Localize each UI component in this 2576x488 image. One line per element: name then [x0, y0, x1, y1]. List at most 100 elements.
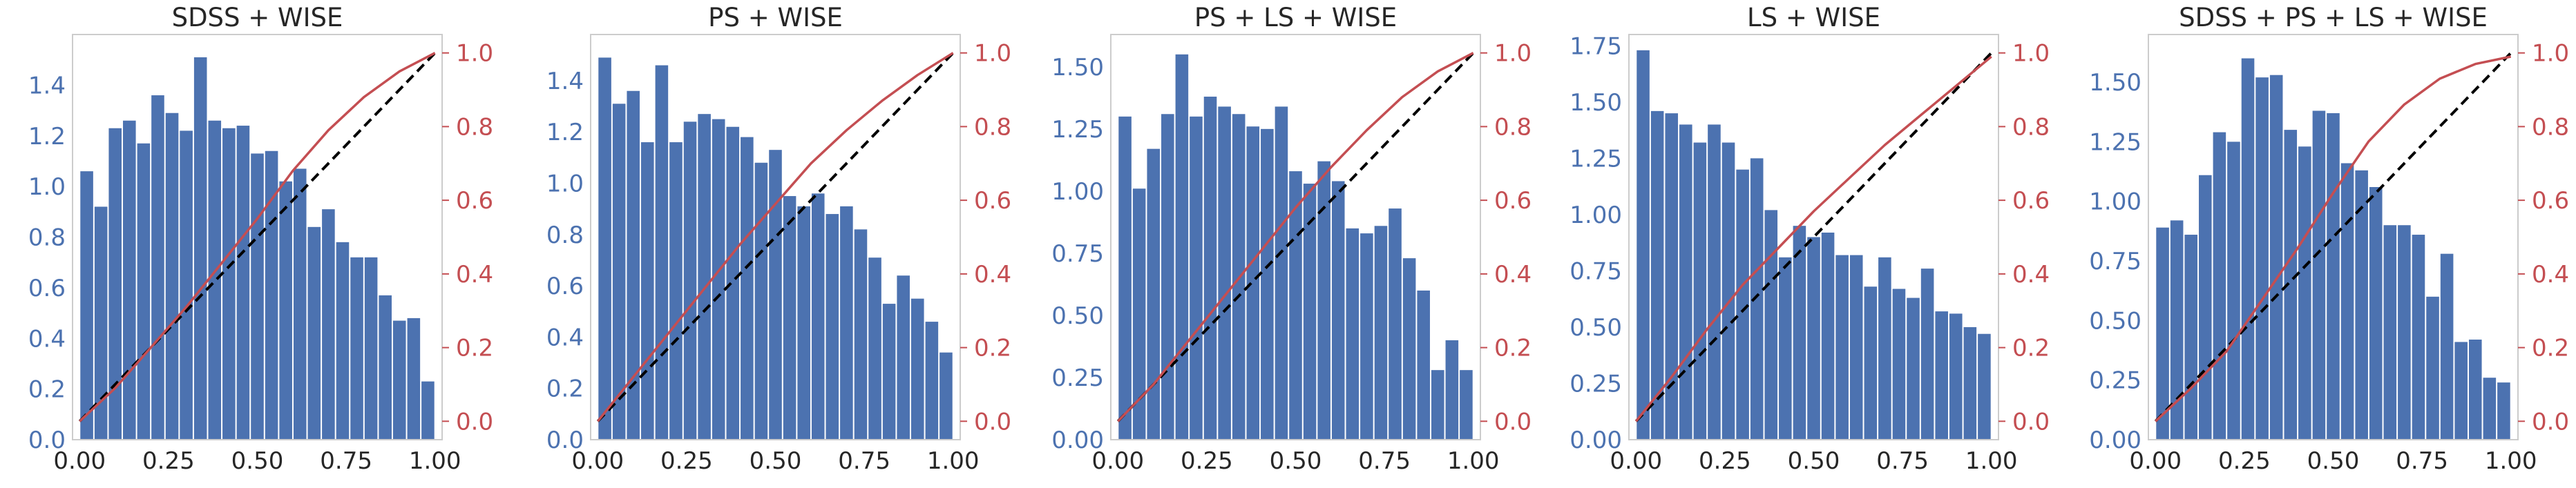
histogram-bar	[1175, 54, 1189, 440]
histogram-bar	[322, 209, 335, 440]
x-tick-label: 0.00	[53, 447, 106, 475]
y-tick-label: 0.4	[28, 325, 66, 353]
histogram-bar	[1132, 188, 1146, 440]
y-tick-label: 0.50	[2089, 307, 2141, 335]
histogram-bar	[2327, 113, 2340, 440]
x-tick-label: 0.25	[1181, 447, 1233, 475]
y2-tick-label: 0.2	[2532, 335, 2569, 362]
histogram-bar	[683, 121, 697, 440]
y-tick-label: 0.25	[1051, 364, 1104, 392]
y2-tick-label: 1.0	[2012, 40, 2050, 68]
x-tick-label: 1.00	[409, 447, 461, 475]
histogram-bar	[1261, 128, 1274, 440]
histogram-bar	[910, 298, 924, 440]
y-tick-label: 0.50	[1051, 302, 1104, 330]
histogram-bar	[1963, 326, 1977, 440]
y-tick-label: 1.25	[2089, 128, 2141, 156]
chart-panel-5: SDSS + PS + LS + WISE 0.00 0.25 0.50 0.75 1.0…	[2089, 3, 2569, 475]
histogram-bar	[2355, 170, 2368, 440]
histogram-bar	[1389, 208, 1402, 440]
histogram-bar	[2369, 186, 2383, 440]
y2-tick-label: 0.8	[2532, 113, 2569, 141]
y-tick-label: 0.0	[546, 427, 584, 454]
x-tick-label: 0.50	[1270, 447, 1322, 475]
histogram-bar	[598, 57, 611, 440]
histogram-bar	[1147, 148, 1161, 440]
y2-tick-label: 1.0	[974, 40, 1011, 68]
histogram-bar	[1203, 97, 1217, 440]
histogram-bar	[208, 120, 222, 440]
histogram-bar	[882, 304, 896, 440]
histogram-bar	[655, 65, 669, 440]
histogram-bar	[364, 257, 378, 440]
histogram-bar	[1679, 124, 1692, 440]
histogram-bar	[783, 196, 796, 440]
histogram-bar	[2340, 163, 2354, 440]
histogram-bar	[1218, 106, 1231, 440]
histogram-bar	[2269, 75, 2283, 440]
y2-tick-label: 0.2	[2012, 335, 2050, 362]
x-tick-label: 0.25	[142, 447, 195, 475]
y-tick-label: 1.50	[1051, 54, 1104, 81]
histogram-bar	[811, 193, 825, 440]
x-tick-label: 1.00	[927, 447, 980, 475]
y-tick-label: 1.00	[1051, 178, 1104, 206]
histogram-bar	[1289, 171, 1302, 440]
y2-tick-label: 0.0	[974, 408, 1011, 436]
y2-tick-label: 0.6	[2012, 187, 2050, 215]
axes-frame	[72, 34, 443, 440]
histogram-bar	[1637, 50, 1650, 440]
y-tick-label: 0.25	[2089, 367, 2141, 395]
histogram-bar	[108, 128, 122, 440]
x-tick-label: 0.50	[1788, 447, 1840, 475]
histogram-bar	[1650, 110, 1664, 440]
histogram-bar	[1431, 370, 1444, 440]
histogram-bar	[1878, 257, 1891, 440]
cumulative-curve	[79, 52, 436, 422]
y2-tick-label: 0.6	[2532, 187, 2569, 215]
histogram-bar	[726, 126, 740, 440]
histogram-bar	[840, 206, 853, 440]
histogram-bar	[1445, 340, 1459, 440]
y-tick-label: 1.75	[1570, 32, 1622, 60]
diagonal-reference-line	[596, 52, 955, 422]
histogram-bar	[350, 257, 363, 440]
histogram-bar	[137, 143, 151, 440]
histogram-bar	[2241, 58, 2255, 440]
histogram-bar	[2454, 342, 2468, 440]
y2-tick-label: 0.0	[456, 408, 493, 436]
y2-tick-label: 0.8	[974, 113, 1011, 141]
histogram-bar	[123, 120, 136, 440]
y-tick-label: 0.25	[1570, 370, 1622, 398]
y-tick-label: 1.0	[28, 173, 66, 201]
histogram-bar	[939, 352, 953, 440]
histogram-bar	[669, 142, 683, 440]
cumulative-curve	[1117, 52, 1474, 422]
histogram-bar	[2468, 339, 2482, 440]
histogram-bar	[1892, 289, 1906, 440]
chart-title: PS + WISE	[708, 3, 843, 32]
cumulative-curve	[1634, 55, 1992, 422]
histogram-bar	[2497, 382, 2510, 440]
histogram-bar	[712, 119, 725, 440]
histogram-bar	[251, 153, 264, 440]
histogram-bar	[1793, 226, 1806, 440]
y-tick-label: 0.00	[2089, 427, 2141, 454]
y2-tick-label: 0.2	[974, 335, 1011, 362]
chart-panel-2: PS + WISE 0.00 0.25 0.50 0.75 1.00 0.0 0.2 0.4 0.…	[546, 3, 1011, 475]
y-tick-label: 0.00	[1051, 427, 1104, 454]
chart-panel-3: PS + LS + WISE 0.00 0.25 0.50 0.75 1.00 0.00 0.…	[1051, 3, 1532, 475]
histogram-bar	[2383, 225, 2397, 440]
histogram-bar	[1721, 142, 1735, 440]
histogram-bar	[1920, 269, 1934, 440]
histogram-bar	[854, 229, 868, 440]
y2-tick-label: 0.4	[2532, 261, 2569, 289]
histogram-bar	[336, 242, 350, 440]
histogram-bar	[1907, 297, 1920, 440]
y-tick-label: 1.0	[546, 170, 584, 197]
y-tick-label: 1.4	[546, 68, 584, 95]
histogram-bar	[1764, 210, 1778, 440]
x-tick-label: 1.00	[2485, 447, 2537, 475]
x-tick-label: 0.75	[1876, 447, 1929, 475]
